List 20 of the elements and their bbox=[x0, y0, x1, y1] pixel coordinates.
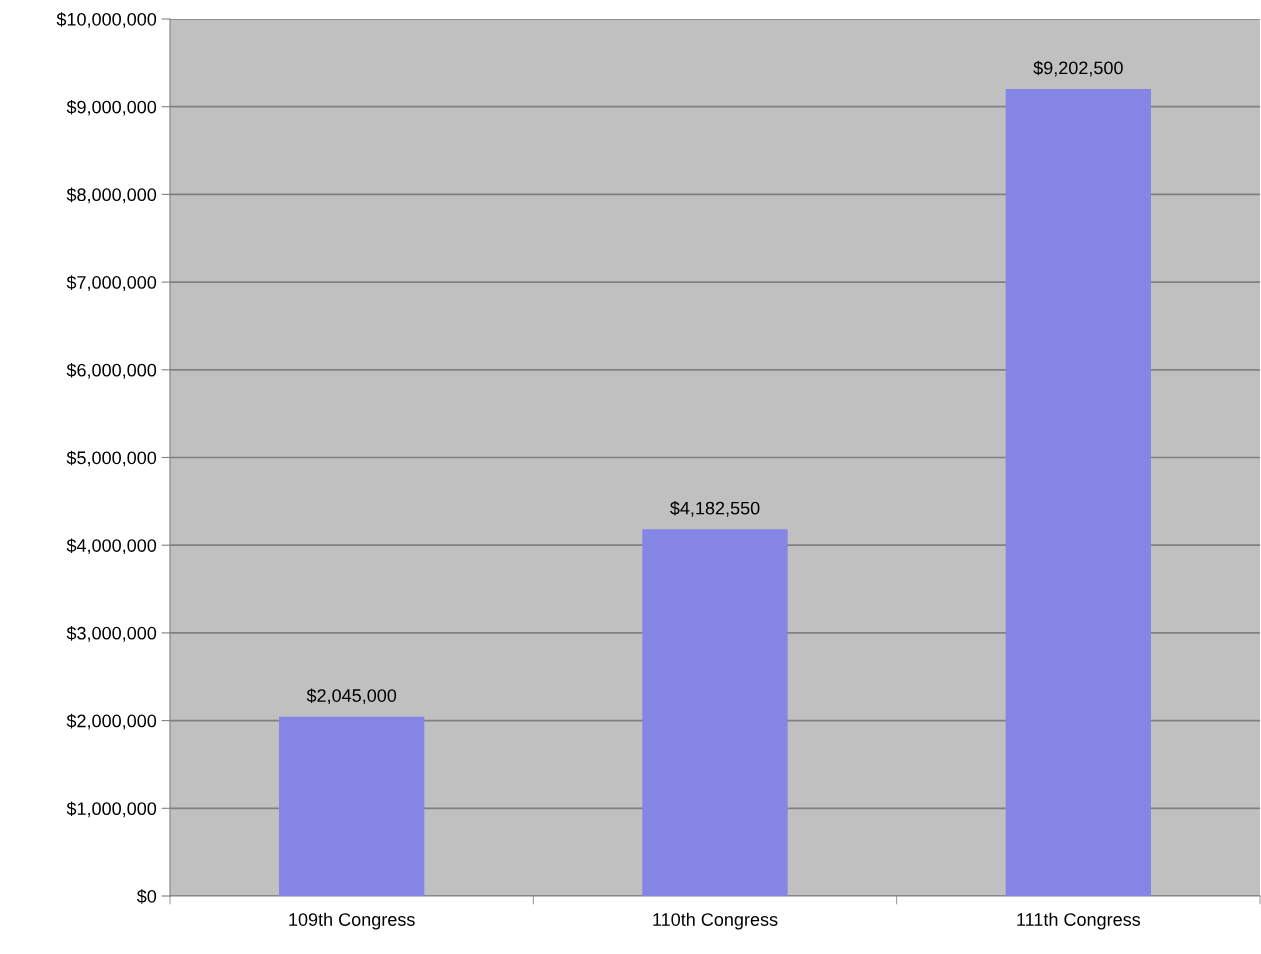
y-tick-label: $1,000,000 bbox=[66, 801, 157, 818]
y-tick-label: $3,000,000 bbox=[66, 626, 157, 642]
x-tick-label: 111th Congress bbox=[1017, 912, 1141, 930]
y-tick-label: $0 bbox=[136, 889, 157, 904]
y-tick-label: $6,000,000 bbox=[66, 362, 157, 379]
bar bbox=[279, 716, 425, 896]
data-label: $4,182,550 bbox=[670, 500, 760, 517]
x-tick-label: 109th Congress bbox=[289, 912, 415, 930]
x-tick-label: 110th Congress bbox=[653, 912, 778, 930]
y-tick-label: $4,000,000 bbox=[66, 538, 157, 555]
y-tick-label: $2,000,000 bbox=[66, 713, 157, 730]
data-label: $9,202,500 bbox=[1033, 60, 1123, 77]
y-tick-label: $9,000,000 bbox=[66, 99, 157, 116]
y-tick-label: $5,000,000 bbox=[66, 450, 157, 467]
data-label: $2,045,000 bbox=[306, 688, 397, 705]
bar bbox=[1005, 88, 1151, 896]
y-tick-label: $10,000,000 bbox=[56, 12, 157, 28]
bar bbox=[642, 529, 788, 896]
y-tick-label: $8,000,000 bbox=[66, 187, 157, 204]
y-tick-label: $7,000,000 bbox=[66, 275, 157, 291]
